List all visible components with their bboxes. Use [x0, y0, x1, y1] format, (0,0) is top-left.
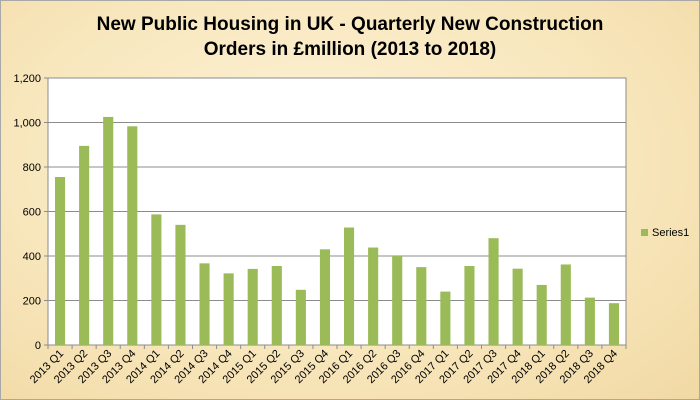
- bar-2013-q4: [127, 126, 138, 345]
- bar-2014-q1: [151, 214, 162, 345]
- bar-2018-q3: [584, 297, 595, 345]
- bar-2013-q3: [103, 116, 114, 345]
- bar-2014-q4: [223, 273, 234, 345]
- y-tick-label: 1,200: [13, 73, 41, 85]
- legend-swatch: [641, 229, 648, 236]
- bar-2017-q4: [512, 268, 523, 345]
- bars: [54, 116, 620, 345]
- bar-2014-q2: [175, 224, 186, 345]
- legend: Series1: [641, 227, 689, 239]
- bar-2016-q3: [392, 256, 403, 345]
- y-axis: 0 200 400 600 800 1,000 1,200: [13, 73, 48, 352]
- bar-2014-q3: [199, 263, 210, 345]
- bar-2018-q2: [560, 264, 571, 345]
- y-tick-label: 600: [23, 207, 41, 219]
- bar-2015-q4: [319, 249, 331, 345]
- bar-2015-q3: [295, 289, 306, 345]
- y-tick-label: 200: [23, 296, 41, 308]
- y-tick-label: 1,000: [13, 118, 41, 130]
- bar-2016-q4: [416, 267, 427, 345]
- bar-2017-q2: [464, 266, 475, 345]
- bar-2017-q3: [488, 238, 499, 345]
- gridlines: [48, 77, 626, 301]
- bar-2015-q1: [247, 268, 258, 345]
- legend-label-series1: Series1: [652, 227, 689, 239]
- bar-2016-q2: [368, 247, 379, 345]
- y-tick-label: 800: [23, 162, 41, 174]
- bar-2016-q1: [343, 227, 355, 345]
- y-tick-label: 0: [35, 340, 41, 352]
- bar-2018-q4: [608, 303, 620, 345]
- chart-title-line-1: New Public Housing in UK - Quarterly New…: [97, 14, 604, 35]
- y-tick-label: 400: [23, 251, 41, 263]
- bar-2017-q1: [440, 291, 451, 345]
- bar-2018-q1: [536, 284, 547, 345]
- bar-2015-q2: [271, 266, 282, 345]
- chart-title-line-2: Orders in £million (2013 to 2018): [204, 39, 497, 60]
- bar-2013-q2: [79, 145, 90, 345]
- bar-2013-q1: [54, 177, 66, 345]
